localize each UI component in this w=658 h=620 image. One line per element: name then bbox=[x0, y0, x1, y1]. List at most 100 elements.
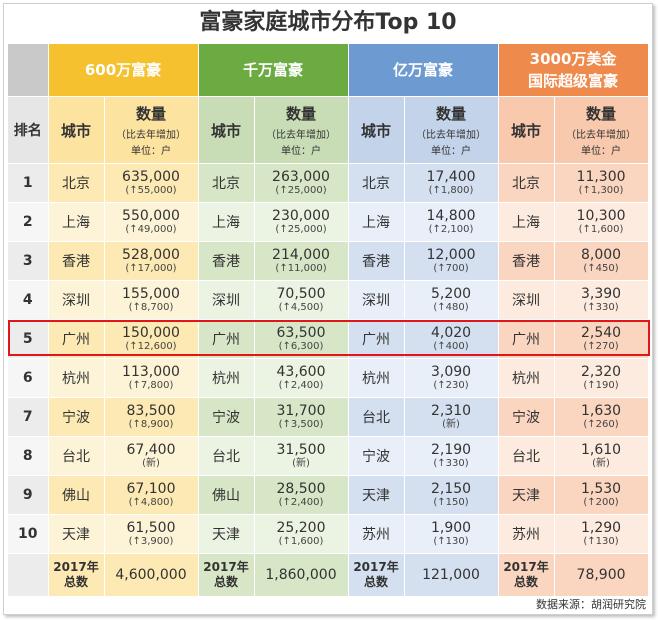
totals-value: 78,900 bbox=[554, 553, 649, 597]
qty-cell: 263,000 (↑25,000) bbox=[254, 163, 349, 203]
qty-cell: 14,800 (↑2,100) bbox=[404, 202, 499, 242]
qty-cell: 10,300 (↑1,600) bbox=[554, 202, 649, 242]
city-cell: 香港 bbox=[198, 241, 255, 281]
city-cell: 天津 bbox=[348, 475, 405, 515]
table-row: 3 香港 528,000 (↑17,000) 香港 214,000 (↑11,000… bbox=[8, 241, 649, 281]
city-cell: 北京 bbox=[348, 163, 405, 203]
totals-label-text: 总数 bbox=[364, 575, 389, 589]
page-title: 富豪家庭城市分布Top 10 bbox=[199, 10, 457, 35]
rank-cell: 5 bbox=[8, 319, 49, 359]
qty-value: 11,300 bbox=[576, 169, 626, 185]
qty-cell: 214,000 (↑11,000) bbox=[254, 241, 349, 281]
qty-value: 63,500 bbox=[276, 325, 326, 341]
city-cell: 天津 bbox=[498, 475, 555, 515]
table-row-highlighted: 5 广州 150,000 (↑12,600) 广州 63,500 (↑6,300) … bbox=[8, 319, 649, 359]
column-header-row: 排名 城市 数量 （比去年增加） 单位：户 城市 数量 （比去年增加） 单位：户… bbox=[8, 96, 649, 164]
city-cell: 台北 bbox=[48, 436, 105, 476]
city-cell: 上海 bbox=[48, 202, 105, 242]
qty-change: (↑25,000) bbox=[275, 185, 327, 196]
qty-value: 1,610 bbox=[580, 442, 622, 458]
city-cell: 北京 bbox=[198, 163, 255, 203]
totals-label: 2017年 总数 bbox=[498, 553, 555, 597]
rank-cell: 8 bbox=[8, 436, 49, 476]
totals-rank-cell bbox=[8, 553, 49, 597]
city-cell: 上海 bbox=[498, 202, 555, 242]
totals-label-year: 2017年 bbox=[353, 560, 399, 574]
city-cell: 深圳 bbox=[48, 280, 105, 320]
city-cell: 上海 bbox=[348, 202, 405, 242]
city-cell: 上海 bbox=[198, 202, 255, 242]
qty-cell: 83,500 (↑8,900) bbox=[104, 397, 199, 437]
totals-value: 1,860,000 bbox=[254, 553, 349, 597]
table-row: 7 宁波 83,500 (↑8,900) 宁波 31,700 (↑3,500) 台北… bbox=[8, 397, 649, 437]
qty-change: (↑3,900) bbox=[128, 536, 174, 547]
qty-cell: 12,000 (↑700) bbox=[404, 241, 499, 281]
qty-change: (↑200) bbox=[583, 497, 619, 508]
qty-cell: 230,000 (↑25,000) bbox=[254, 202, 349, 242]
city-cell: 天津 bbox=[48, 514, 105, 554]
totals-label: 2017年 总数 bbox=[198, 553, 255, 597]
city-cell: 深圳 bbox=[498, 280, 555, 320]
qty-change: (↑8,700) bbox=[128, 302, 174, 313]
qty-header-sub: （比去年增加） bbox=[566, 130, 637, 141]
qty-cell: 28,500 (↑2,400) bbox=[254, 475, 349, 515]
city-cell: 香港 bbox=[348, 241, 405, 281]
qty-change: (↑480) bbox=[433, 302, 469, 313]
qty-change: (↑260) bbox=[583, 419, 619, 430]
city-cell: 宁波 bbox=[498, 397, 555, 437]
city-cell: 佛山 bbox=[48, 475, 105, 515]
qty-cell: 61,500 (↑3,900) bbox=[104, 514, 199, 554]
table-row: 2 上海 550,000 (↑49,000) 上海 230,000 (↑25,000… bbox=[8, 202, 649, 242]
qty-value: 17,400 bbox=[426, 169, 476, 185]
group-header-super-line1: 3000万美金 bbox=[529, 50, 617, 68]
qty-cell: 31,700 (↑3,500) bbox=[254, 397, 349, 437]
qty-value: 635,000 bbox=[122, 169, 180, 185]
qty-change: (↑1,600) bbox=[578, 224, 624, 235]
qty-header: 数量 （比去年增加） 单位：户 bbox=[104, 96, 199, 164]
qty-value: 25,200 bbox=[276, 520, 326, 536]
qty-header-unit: 单位：户 bbox=[281, 146, 321, 157]
qty-value: 214,000 bbox=[272, 247, 330, 263]
qty-change: (↑1,800) bbox=[428, 185, 474, 196]
totals-label: 2017年 总数 bbox=[348, 553, 405, 597]
qty-header-title: 数量 bbox=[286, 105, 317, 123]
totals-label-text: 总数 bbox=[213, 575, 238, 589]
qty-value: 1,530 bbox=[580, 481, 622, 497]
totals-label-text: 总数 bbox=[514, 575, 539, 589]
qty-header-title: 数量 bbox=[135, 105, 166, 123]
qty-change: (↑130) bbox=[583, 536, 619, 547]
qty-cell: 43,600 (↑2,400) bbox=[254, 358, 349, 398]
city-cell: 宁波 bbox=[48, 397, 105, 437]
qty-change: (↑11,000) bbox=[275, 263, 327, 274]
qty-value: 150,000 bbox=[122, 325, 180, 341]
qty-cell: 67,100 (↑4,800) bbox=[104, 475, 199, 515]
qty-value: 31,700 bbox=[276, 403, 326, 419]
qty-cell: 17,400 (↑1,800) bbox=[404, 163, 499, 203]
qty-change: (↑1,300) bbox=[578, 185, 624, 196]
qty-cell: 70,500 (↑4,500) bbox=[254, 280, 349, 320]
qty-change: (↑8,900) bbox=[128, 419, 174, 430]
qty-cell: 635,000 (↑55,000) bbox=[104, 163, 199, 203]
city-cell: 北京 bbox=[498, 163, 555, 203]
table-row: 4 深圳 155,000 (↑8,700) 深圳 70,500 (↑4,500) 深… bbox=[8, 280, 649, 320]
city-header: 城市 bbox=[198, 96, 255, 164]
city-cell: 台北 bbox=[348, 397, 405, 437]
data-source: 数据来源：胡润研究院 bbox=[536, 598, 646, 611]
city-cell: 苏州 bbox=[498, 514, 555, 554]
rank-cell: 9 bbox=[8, 475, 49, 515]
qty-value: 2,310 bbox=[430, 403, 472, 419]
table-row: 8 台北 67,400 (新) 台北 31,500 (新) 宁波 2,190 (↑33… bbox=[8, 436, 649, 476]
qty-change: (↑330) bbox=[583, 302, 619, 313]
qty-cell: 67,400 (新) bbox=[104, 436, 199, 476]
group-header-super-line2: 国际超级富豪 bbox=[528, 72, 619, 90]
qty-value: 2,540 bbox=[580, 325, 622, 341]
qty-cell: 550,000 (↑49,000) bbox=[104, 202, 199, 242]
city-cell: 宁波 bbox=[198, 397, 255, 437]
qty-value: 1,630 bbox=[580, 403, 622, 419]
qty-value: 1,290 bbox=[580, 520, 622, 536]
qty-value: 12,000 bbox=[426, 247, 476, 263]
qty-change: (↑55,000) bbox=[125, 185, 177, 196]
totals-label: 2017年 总数 bbox=[48, 553, 105, 597]
qty-change: (↑3,500) bbox=[278, 419, 324, 430]
qty-header: 数量 （比去年增加） 单位：户 bbox=[254, 96, 349, 164]
